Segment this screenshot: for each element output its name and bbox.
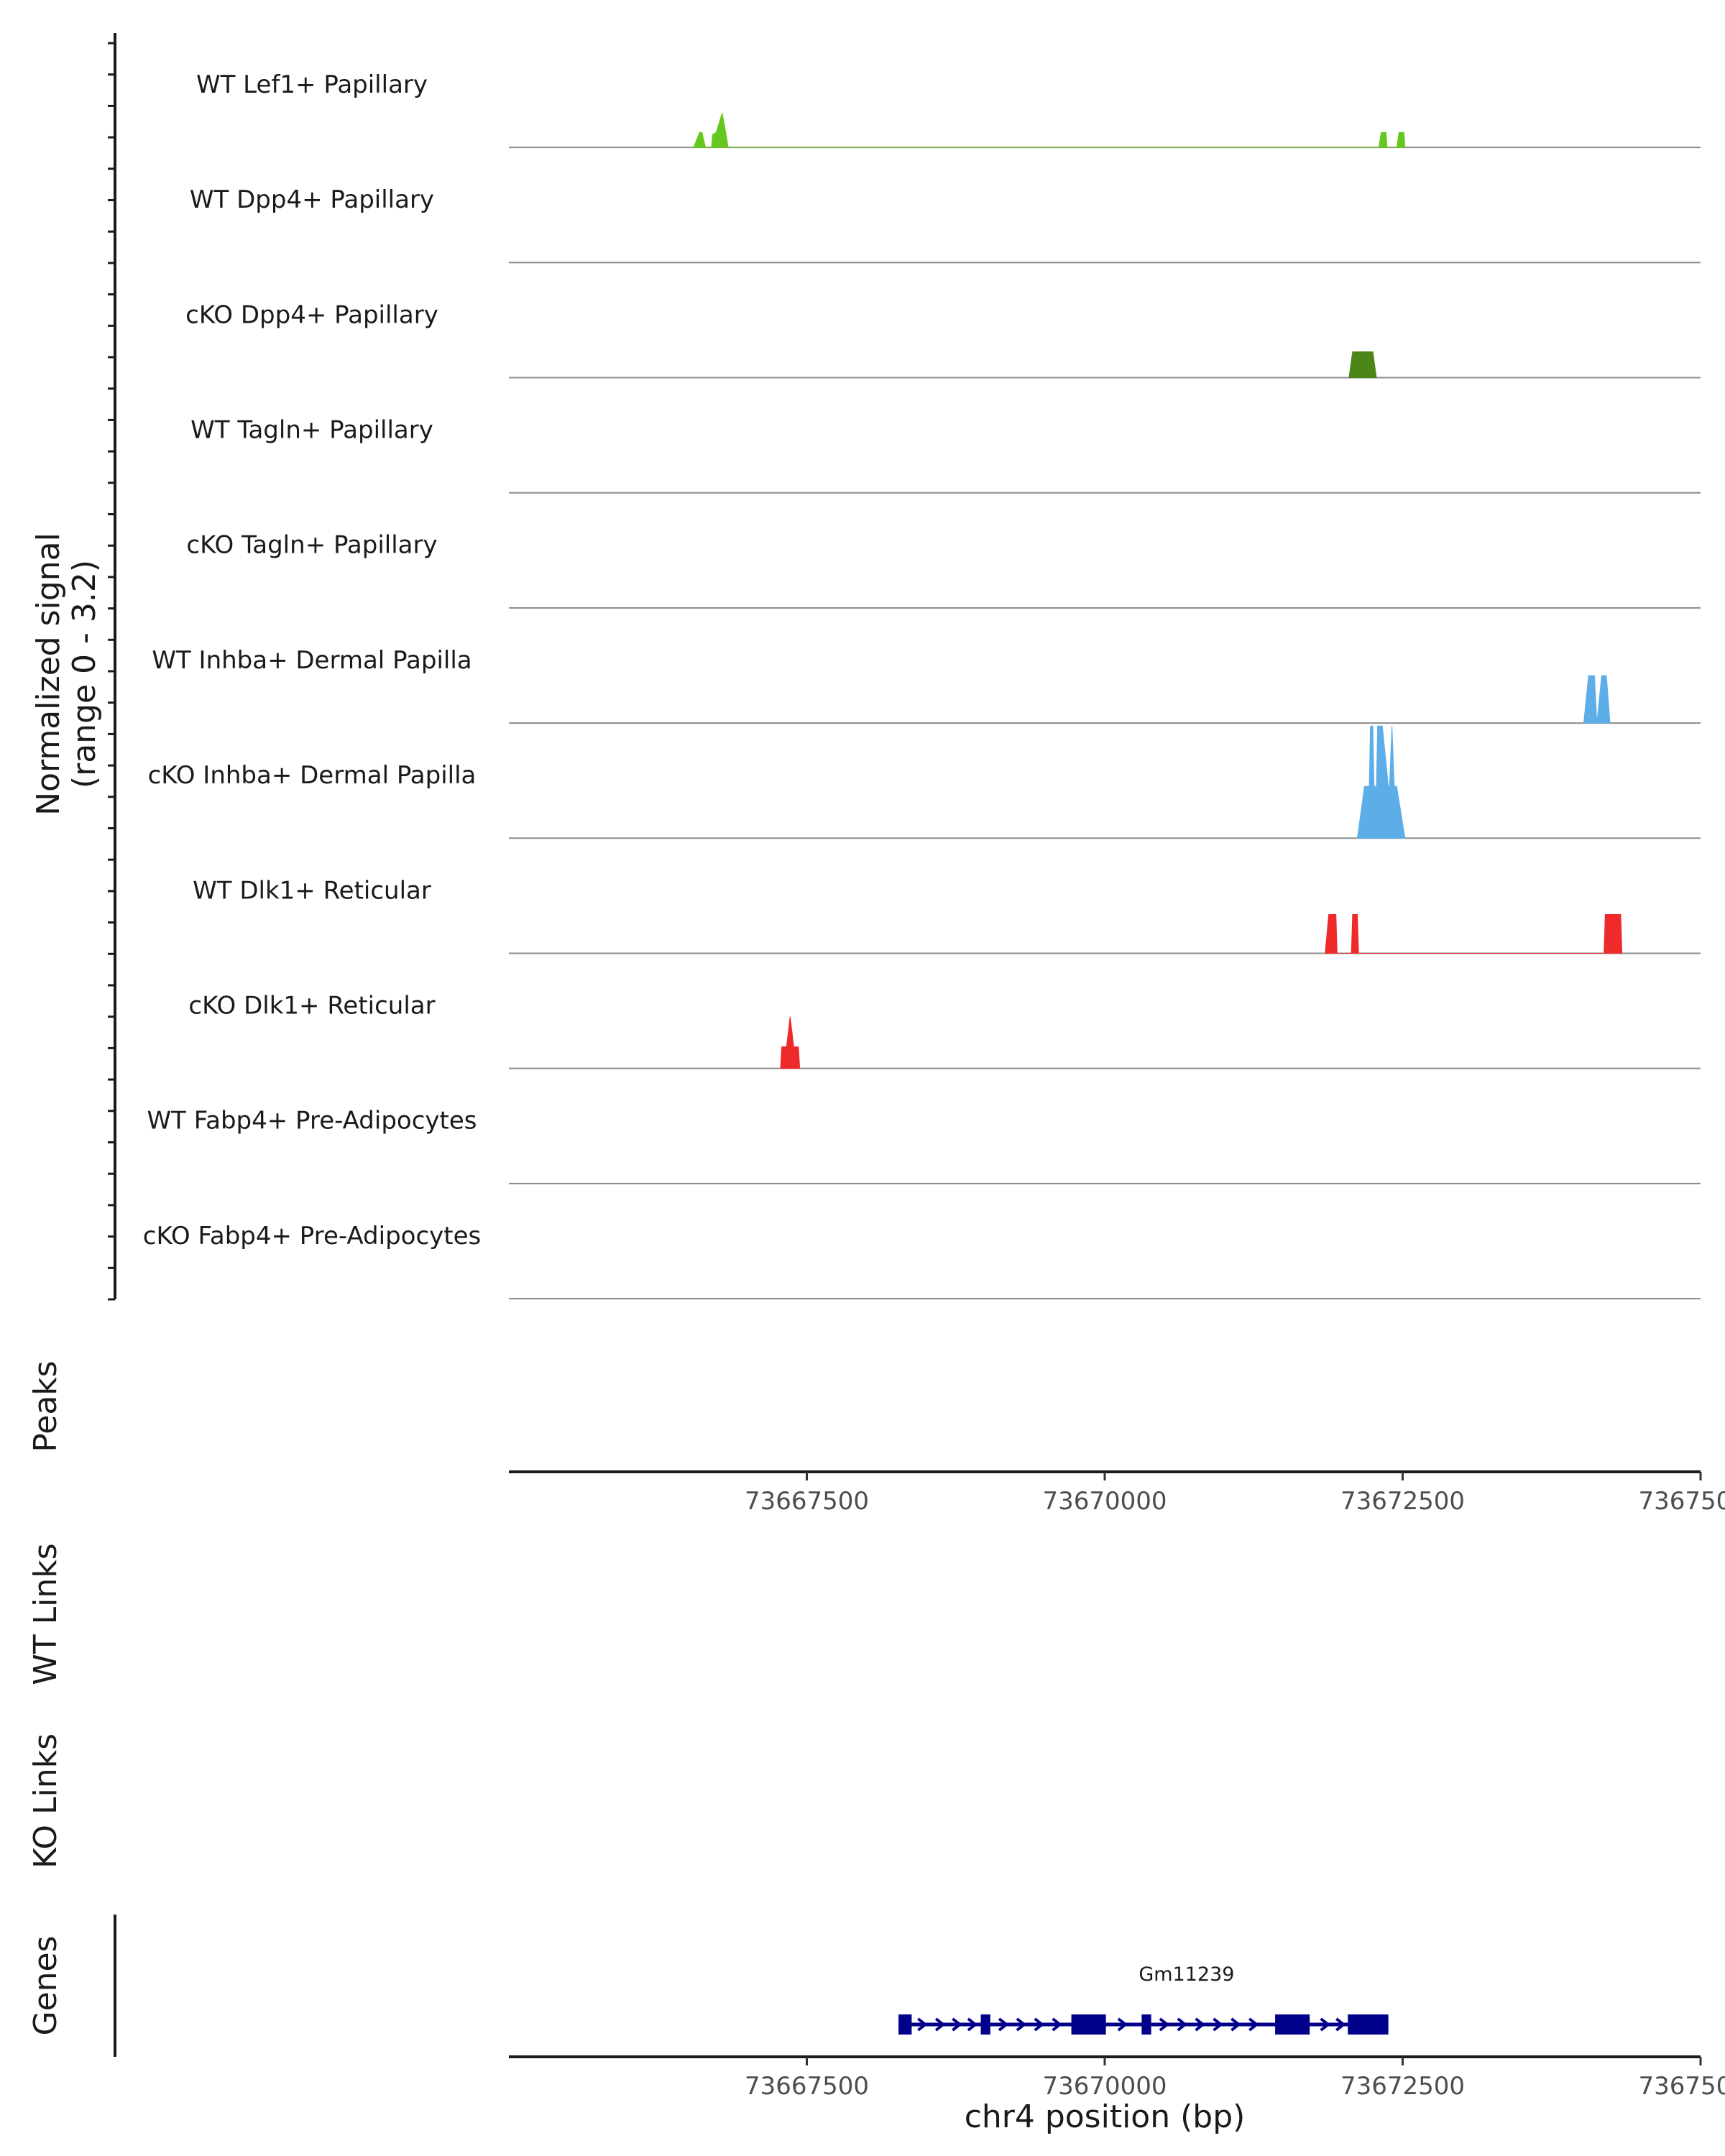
track-signal — [1348, 351, 1377, 378]
gene-strand-arrow — [1230, 2017, 1241, 2032]
gene-exon — [1141, 2014, 1151, 2035]
gene-exon — [1275, 2014, 1310, 2035]
gene-exon — [1071, 2014, 1106, 2035]
peaks-panel-label: Peaks — [27, 1360, 64, 1452]
x-tick-label: 73667500 — [745, 1487, 869, 1516]
track-9: WT Fabp4+ Pre-Adipocytes — [147, 1107, 1701, 1184]
track-3: WT Tagln+ Papillary — [190, 416, 1701, 494]
coverage-tracks: WT Lef1+ Papillary WT Dpp4+ Papillary cKO … — [143, 70, 1701, 1299]
y-axis-title-line2: (range 0 - 3.2) — [66, 560, 103, 788]
gene-strand-arrow — [1213, 2017, 1223, 2032]
track-label: WT Fabp4+ Pre-Adipocytes — [147, 1107, 477, 1135]
track-label: WT Lef1+ Papillary — [196, 70, 428, 99]
gene-strand-arrow — [1159, 2017, 1170, 2032]
gene-model: Gm11239 — [898, 1963, 1389, 2035]
wt-links-panel-label: WT Links — [27, 1543, 64, 1685]
track-signal — [1356, 725, 1406, 839]
track-label: cKO Inhba+ Dermal Papilla — [148, 761, 477, 790]
gene-strand-arrow — [967, 2017, 978, 2032]
track-7: WT Dlk1+ Reticular — [193, 876, 1701, 954]
gene-exon — [898, 2014, 912, 2035]
track-1: WT Dpp4+ Papillary — [190, 185, 1701, 264]
track-label: WT Dlk1+ Reticular — [193, 876, 431, 905]
track-label: WT Tagln+ Papillary — [190, 416, 433, 445]
x-tick-label: 73675000 — [1638, 1487, 1725, 1516]
x-axis-title: chr4 position (bp) — [965, 2099, 1246, 2135]
track-signal — [1583, 675, 1611, 724]
track-5: WT Inhba+ Dermal Papilla — [152, 646, 1701, 724]
x-tick-label: 73667500 — [745, 2072, 869, 2101]
track-label: cKO Tagln+ Papillary — [186, 531, 437, 560]
gene-strand-arrow — [1052, 2017, 1062, 2032]
x-tick-label: 73672500 — [1340, 1487, 1465, 1516]
genes-panel-label: Genes — [27, 1935, 64, 2035]
track-0: WT Lef1+ Papillary — [196, 70, 1701, 149]
track-6: cKO Inhba+ Dermal Papilla — [148, 725, 1701, 839]
gene-exon — [980, 2014, 990, 2035]
y-axis-title-line1: Normalized signal — [30, 533, 67, 816]
track-label: cKO Dpp4+ Papillary — [185, 300, 438, 329]
gene-strand-arrow — [1195, 2017, 1205, 2032]
gene-strand-arrow — [934, 2017, 946, 2032]
track-label: WT Dpp4+ Papillary — [190, 185, 434, 214]
gene-exon — [1348, 2014, 1389, 2035]
track-signal — [1325, 914, 1623, 954]
track-label: cKO Fabp4+ Pre-Adipocytes — [143, 1222, 482, 1250]
track-8: cKO Dlk1+ Reticular — [188, 991, 1701, 1069]
x-tick-label: 73672500 — [1340, 2072, 1465, 2101]
ko-links-panel-label: KO Links — [27, 1733, 64, 1869]
gene-strand-arrow — [1320, 2017, 1330, 2032]
gene-strand-arrow — [1335, 2017, 1346, 2032]
track-label: WT Inhba+ Dermal Papilla — [152, 646, 472, 675]
genes-x-axis: 73667500 73670000 73672500 73675000 — [509, 2055, 1725, 2101]
track-label: cKO Dlk1+ Reticular — [188, 991, 435, 1020]
x-tick-label: 73670000 — [1042, 2072, 1167, 2101]
track-10: cKO Fabp4+ Pre-Adipocytes — [143, 1222, 1701, 1299]
gene-name-label: Gm11239 — [1138, 1963, 1234, 1986]
x-tick-label: 73670000 — [1042, 1487, 1167, 1516]
peaks-x-axis: 73667500 73670000 73672500 73675000 — [509, 1470, 1725, 1516]
x-tick-label: 73675000 — [1638, 2072, 1725, 2101]
track-signal — [693, 113, 1406, 148]
gene-strand-arrow — [1177, 2017, 1187, 2032]
track-2: cKO Dpp4+ Papillary — [185, 300, 1701, 379]
gene-strand-arrow — [1016, 2017, 1027, 2032]
gene-strand-arrow — [1248, 2017, 1259, 2032]
gene-strand-arrow — [917, 2017, 928, 2032]
coverage-y-axis-title: Normalized signal (range 0 - 3.2) — [30, 533, 103, 816]
track-signal — [780, 1016, 801, 1069]
gene-strand-arrow — [1034, 2017, 1045, 2032]
track-4: cKO Tagln+ Papillary — [186, 531, 1701, 609]
gene-strand-arrow — [1117, 2017, 1128, 2032]
gene-strand-arrow — [952, 2017, 962, 2032]
gene-strand-arrow — [998, 2017, 1009, 2032]
coverage-y-axis — [108, 33, 116, 1301]
